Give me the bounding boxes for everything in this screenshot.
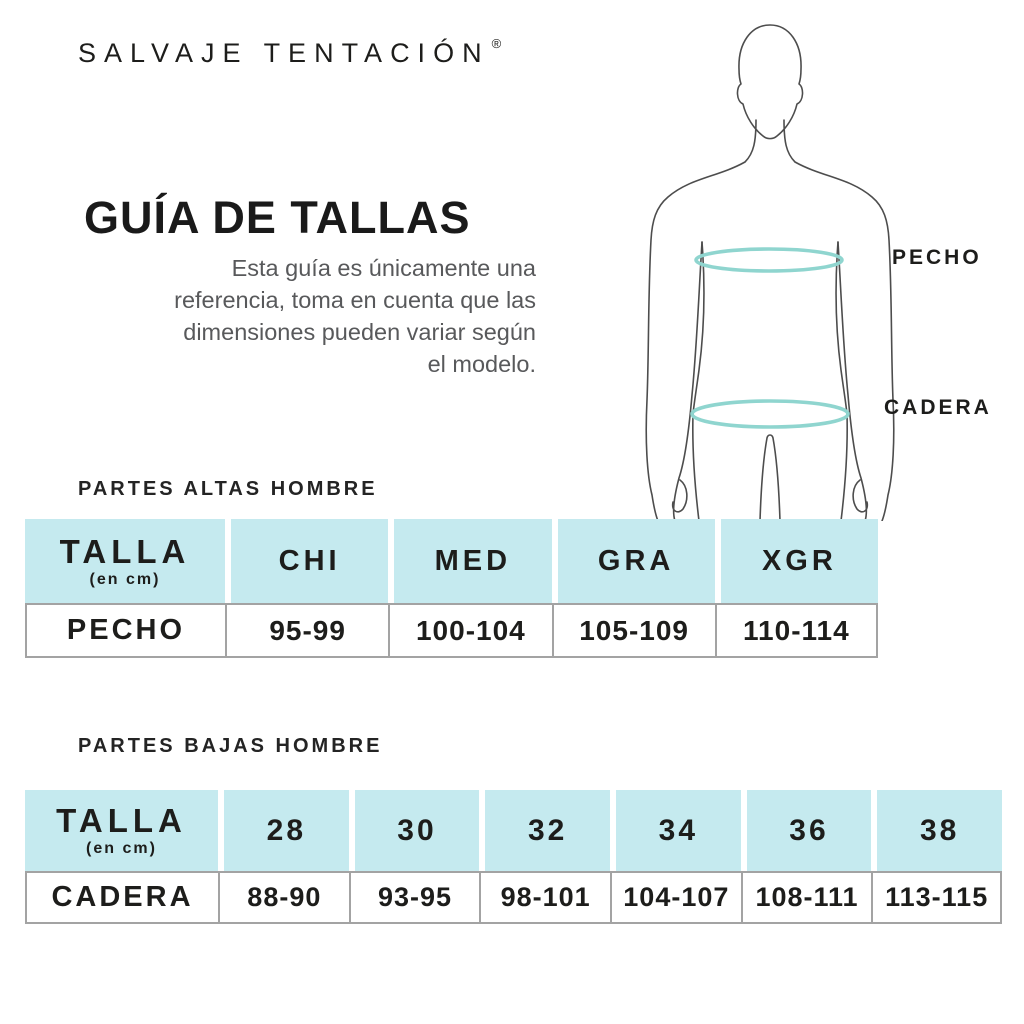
row-label-pecho: PECHO xyxy=(25,603,225,658)
talla-label: TALLA xyxy=(56,802,187,839)
value-cell: 100-104 xyxy=(388,603,552,658)
hip-measure-line xyxy=(690,399,850,429)
value-cell: 98-101 xyxy=(479,871,610,924)
figure-right-hand xyxy=(852,479,869,513)
value-cell: 95-99 xyxy=(225,603,389,658)
header-cell-34: 34 xyxy=(610,790,741,871)
intro-line: el modelo. xyxy=(427,351,536,377)
header-cell-med: MED xyxy=(388,519,552,603)
header-cell-chi: CHI xyxy=(225,519,389,603)
header-cell-talla: TALLA (en cm) xyxy=(25,519,225,603)
chest-measure-line xyxy=(694,247,844,273)
figure-head xyxy=(736,24,804,140)
header-cell-38: 38 xyxy=(871,790,1002,871)
section-title-partes-bajas: PARTES BAJAS HOMBRE xyxy=(78,735,383,757)
figure-right-arm-outline xyxy=(783,119,895,521)
value-cell: 104-107 xyxy=(610,871,741,924)
page-title: GUÍA DE TALLAS xyxy=(84,192,471,243)
figure-left-inner-arm xyxy=(672,241,703,521)
value-cell: 113-115 xyxy=(871,871,1002,924)
figure-right-inner-arm xyxy=(837,241,868,521)
figure-left-hand xyxy=(671,479,688,513)
figure-inner-legs xyxy=(759,434,781,521)
header-cell-gra: GRA xyxy=(551,519,715,603)
row-label-cadera: CADERA xyxy=(25,871,218,924)
hip-label: CADERA xyxy=(884,396,992,419)
header-cell-xgr: XGR xyxy=(714,519,878,603)
header-cell-talla: TALLA (en cm) xyxy=(25,790,218,871)
value-cell: 88-90 xyxy=(218,871,349,924)
figure-right-torso xyxy=(835,241,848,521)
talla-unit-label: (en cm) xyxy=(89,570,161,588)
talla-label: TALLA xyxy=(59,532,191,570)
chest-label: PECHO xyxy=(892,246,982,269)
intro-text: Esta guía es únicamente una referencia, … xyxy=(100,252,536,380)
section-title-partes-altas: PARTES ALTAS HOMBRE xyxy=(78,478,378,500)
value-cell: 110-114 xyxy=(714,603,878,658)
header-cell-28: 28 xyxy=(218,790,349,871)
size-table-partes-altas: TALLA (en cm) CHI MED GRA XGR PECHO 95-9… xyxy=(25,519,878,658)
intro-line: dimensiones pueden variar según xyxy=(183,319,536,345)
value-cell: 108-111 xyxy=(740,871,872,924)
size-table-partes-bajas: TALLA (en cm) 28 30 32 34 36 38 CADERA 8… xyxy=(25,790,1002,924)
figure-left-torso xyxy=(692,241,705,521)
brand-logo: SALVAJE TENTACIÓN ® xyxy=(78,36,501,69)
registered-trademark-icon: ® xyxy=(491,36,502,51)
header-cell-36: 36 xyxy=(740,790,872,871)
male-body-outline-illustration xyxy=(600,10,1024,521)
figure-left-arm-outline xyxy=(645,119,757,521)
header-cell-32: 32 xyxy=(479,790,610,871)
value-cell: 93-95 xyxy=(348,871,480,924)
value-cell: 105-109 xyxy=(551,603,715,658)
talla-unit-label: (en cm) xyxy=(86,840,157,857)
intro-line: referencia, toma en cuenta que las xyxy=(174,287,536,313)
brand-name: SALVAJE TENTACIÓN xyxy=(78,38,490,68)
intro-line: Esta guía es únicamente una xyxy=(231,255,536,281)
header-cell-30: 30 xyxy=(348,790,480,871)
